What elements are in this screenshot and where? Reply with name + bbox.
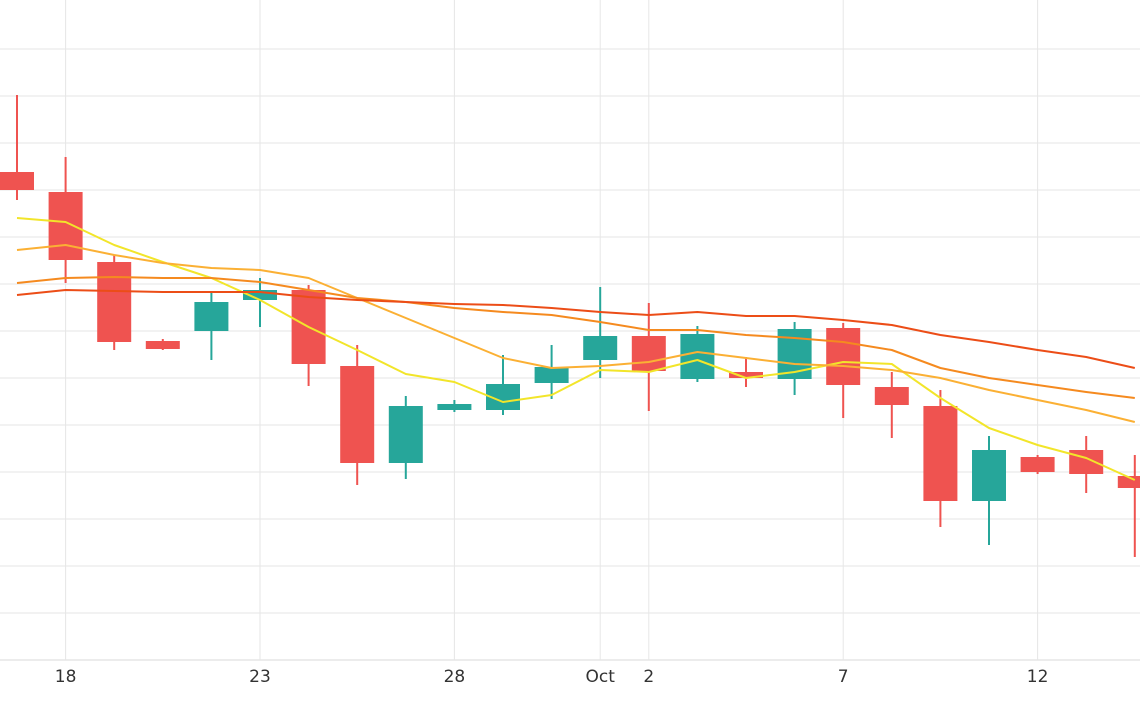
candle-body bbox=[923, 406, 958, 501]
candle-body bbox=[48, 192, 83, 260]
candle-body bbox=[97, 262, 132, 342]
candle-body bbox=[1020, 457, 1055, 472]
moving-average-line bbox=[16, 276, 1135, 399]
x-tick-label: 28 bbox=[444, 667, 466, 687]
candle-body bbox=[534, 367, 569, 383]
candle-body bbox=[631, 336, 666, 371]
candle-body bbox=[1069, 450, 1104, 474]
moving-average-line bbox=[16, 289, 1136, 369]
candle-body bbox=[437, 404, 472, 410]
candle-body bbox=[972, 450, 1006, 501]
candle-body bbox=[194, 302, 229, 331]
x-tick-label: 2 bbox=[643, 667, 654, 687]
x-tick-label: 12 bbox=[1027, 667, 1049, 687]
x-tick-label: 23 bbox=[249, 667, 271, 687]
candle-body bbox=[145, 341, 180, 349]
candle-body bbox=[680, 334, 715, 379]
candle-body bbox=[0, 172, 34, 190]
candle-body bbox=[388, 406, 423, 463]
candle-body bbox=[874, 387, 909, 405]
candle-body bbox=[583, 336, 618, 360]
candle-body bbox=[826, 328, 861, 385]
candle-body bbox=[729, 372, 763, 378]
moving-average-line bbox=[16, 217, 1136, 481]
x-tick-label: 7 bbox=[838, 667, 849, 687]
candle-body bbox=[243, 290, 277, 300]
candle-body bbox=[340, 366, 375, 463]
moving-average-line bbox=[16, 244, 1136, 423]
x-tick-label: Oct bbox=[585, 667, 615, 687]
x-tick-label: 18 bbox=[55, 667, 77, 687]
